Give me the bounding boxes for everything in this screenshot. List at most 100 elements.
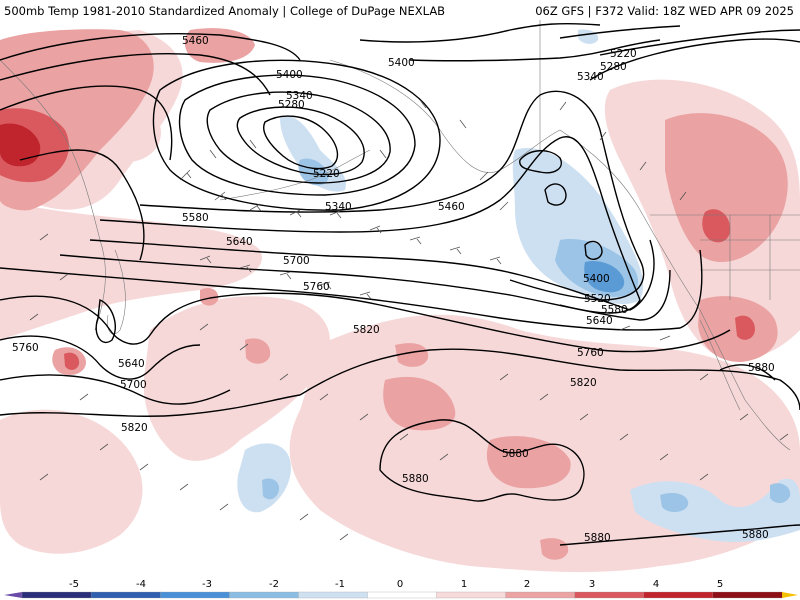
moderate-negative-anomaly [298, 158, 329, 186]
moderate-positive-anomaly [395, 343, 429, 367]
coastline-aleutians [219, 149, 371, 201]
contour-label: 5820 [570, 377, 597, 389]
colorbar-tick-label: -1 [335, 579, 345, 590]
contour-line [359, 22, 601, 43]
contour-label: 5580 [601, 304, 628, 316]
border-state [700, 215, 800, 300]
wind-barbs [29, 99, 789, 541]
wind-barb [209, 99, 467, 159]
contour-line [152, 59, 441, 211]
contour-label: 5760 [12, 342, 39, 354]
contour-label: 5400 [276, 69, 303, 81]
colorbar-tick-labels: -5 -4 -3 -2 -1 0 1 2 3 4 5 [69, 579, 723, 590]
negative-anomaly-region [280, 116, 346, 192]
product-title: 500mb Temp 1981-2010 Standardized Anomal… [4, 4, 446, 18]
contour-line [139, 90, 645, 301]
contour-line [599, 29, 800, 56]
colorbar-swatches [4, 591, 798, 599]
contour-line [99, 136, 641, 314]
contour-line [19, 149, 145, 261]
moderate-positive-anomaly [245, 338, 271, 364]
colorbar-swatch [505, 591, 576, 599]
contour-line [0, 292, 731, 353]
colorbar-swatch [712, 591, 783, 599]
colorbar-swatch [367, 591, 438, 599]
contour-line [559, 524, 800, 546]
contour-label: 5640 [226, 236, 253, 248]
contour-label: 5880 [742, 529, 769, 541]
contour-label: 5400 [583, 273, 610, 285]
contour-label: 5700 [120, 379, 147, 391]
wind-barb [99, 443, 349, 541]
contour-line [559, 25, 681, 39]
contour-label: 5760 [303, 281, 330, 293]
contour-label: 5280 [600, 61, 627, 73]
contour-line [0, 249, 703, 331]
colorbar-tick-label: 0 [397, 579, 403, 590]
contour-line [0, 33, 301, 61]
contour-line [0, 85, 173, 161]
colorbar-tick-label: -2 [269, 579, 279, 590]
colorbar-tick-label: -3 [202, 579, 212, 590]
colorbar-tick-label: 3 [589, 579, 595, 590]
colorbar-tick-label: 4 [653, 579, 659, 590]
positive-anomaly-region [0, 200, 262, 340]
contour-label: 5880 [584, 532, 611, 544]
strong-positive-anomaly [702, 209, 731, 243]
contour-line [0, 335, 201, 380]
wind-barb [179, 169, 342, 219]
colorbar-swatch [90, 591, 161, 599]
coastline-asia [0, 59, 106, 331]
contour-line [59, 254, 671, 321]
contour-line [89, 239, 655, 311]
contour-label: 5220 [610, 48, 637, 60]
contour-label: 5820 [121, 422, 148, 434]
moderate-positive-anomaly [665, 113, 788, 263]
coastline-baja [699, 319, 741, 411]
moderate-negative-anomaly [770, 483, 791, 504]
contour-line [178, 74, 416, 196]
moderate-negative-anomaly [660, 493, 689, 513]
contour-line [589, 38, 800, 81]
contour-line [206, 91, 391, 184]
contour-line [299, 348, 800, 411]
wind-barb [199, 323, 449, 461]
wind-barb [29, 233, 89, 481]
contour-line [95, 298, 116, 344]
contour-line [519, 150, 562, 174]
wind-barb [619, 325, 789, 441]
colorbar-low-extend [4, 592, 22, 598]
moderate-positive-anomaly [540, 538, 569, 560]
wind-barb [499, 373, 709, 481]
title-bar: 500mb Temp 1981-2010 Standardized Anomal… [0, 0, 800, 20]
colorbar-swatch [643, 591, 714, 599]
colorbar-swatch [436, 591, 507, 599]
contour-label: 5340 [286, 90, 313, 102]
strong-positive-anomaly [735, 315, 755, 340]
contour-line [0, 374, 231, 405]
colorbar-swatch [574, 591, 645, 599]
extreme-positive-anomaly [0, 123, 41, 167]
contour-label: 5460 [182, 35, 209, 47]
contour-label: 5640 [118, 358, 145, 370]
contour-label: 5700 [283, 255, 310, 267]
contour-label: 5640 [586, 315, 613, 327]
wind-barb [479, 101, 687, 211]
positive-anomaly-region [0, 409, 143, 554]
positive-anomaly-region [143, 296, 330, 461]
contour-label: 5400 [388, 57, 415, 69]
colorbar: -5 -4 -3 -2 -1 0 1 2 3 4 5 [0, 576, 800, 600]
anomaly-map: 5460 5400 5340 5280 5220 5340 5400 5220 … [0, 20, 800, 576]
contour-line [544, 183, 567, 206]
contour-labels: 5460 5400 5340 5280 5220 5340 5400 5220 … [12, 35, 775, 544]
moderate-positive-anomaly [486, 436, 571, 489]
height-contours [0, 22, 800, 546]
colorbar-tick-label: -5 [69, 579, 79, 590]
contour-label: 5340 [325, 201, 352, 213]
contour-line [0, 53, 271, 96]
wind-barb [369, 225, 502, 265]
contour-line [409, 39, 661, 62]
contour-label: 5520 [584, 293, 611, 305]
coastlines [0, 20, 800, 451]
